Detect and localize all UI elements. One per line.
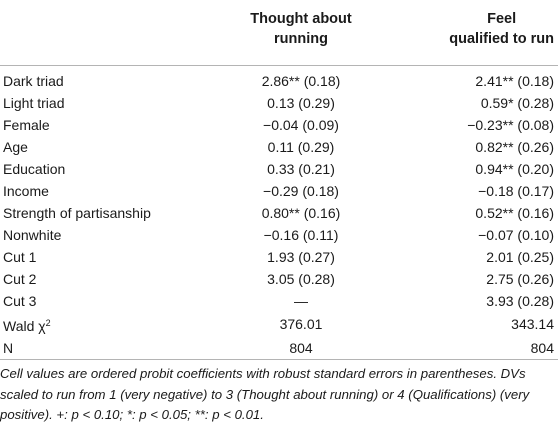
row-value-qualified: 3.93 (0.28)	[486, 292, 554, 309]
row-value-thought: −0.04 (0.09)	[263, 116, 339, 133]
row-value-qualified: 0.52** (0.16)	[475, 204, 554, 221]
header-thought-about-running: Thought about running	[215, 0, 387, 65]
table-row: Age 0.11 (0.29) 0.82** (0.26)	[0, 136, 558, 158]
row-label: Age	[3, 138, 28, 155]
row-label: Cut 1	[3, 248, 37, 265]
row-label: Light triad	[3, 94, 65, 111]
table-row: Cut 2 3.05 (0.28) 2.75 (0.26)	[0, 268, 558, 290]
row-label: Female	[3, 116, 50, 133]
row-label-wald: Wald χ2	[0, 312, 215, 337]
table-row: Female −0.04 (0.09) −0.23** (0.08)	[0, 114, 558, 136]
row-label: Dark triad	[3, 72, 64, 89]
row-value-thought: 0.11 (0.29)	[267, 138, 335, 155]
header-col1-line2: running	[274, 31, 328, 47]
row-label: Strength of partisanship	[3, 204, 151, 221]
row-value-thought: 2.86** (0.18)	[261, 72, 341, 89]
row-value-thought: −0.16 (0.11)	[263, 226, 339, 243]
row-value-thought: 0.33 (0.21)	[267, 160, 335, 177]
row-value-qualified: 0.94** (0.20)	[475, 160, 554, 177]
row-value-thought: 804	[289, 339, 313, 356]
table-footnote: Cell values are ordered probit coefficie…	[0, 366, 530, 422]
table-row: Cut 3 — 3.93 (0.28)	[0, 290, 558, 312]
table-row: N 804 804	[0, 337, 558, 359]
row-label: Nonwhite	[3, 226, 62, 243]
row-value-thought: 3.05 (0.28)	[267, 270, 335, 287]
wald-superscript: 2	[45, 317, 51, 328]
header-blank-cell	[0, 0, 215, 65]
row-value-thought: 376.01	[279, 316, 323, 332]
results-table: Thought about running Feel qualified to …	[0, 0, 558, 359]
header-col2-block: Feel qualified to run	[449, 9, 554, 49]
header-col2-line1: Feel	[487, 11, 517, 27]
row-value-thought: −0.29 (0.18)	[263, 182, 339, 199]
row-value-qualified: 0.59* (0.28)	[480, 94, 554, 111]
row-value-qualified: 0.82** (0.26)	[475, 138, 554, 155]
header-feel-qualified: Feel qualified to run	[387, 0, 558, 65]
table-row: Education 0.33 (0.21) 0.94** (0.20)	[0, 158, 558, 180]
row-value-thought: —	[294, 292, 308, 309]
row-value-thought: 0.13 (0.29)	[267, 94, 335, 111]
row-value-thought: 1.93 (0.27)	[267, 248, 335, 265]
row-value-qualified: −0.07 (0.10)	[478, 226, 554, 243]
table-row: Dark triad 2.86** (0.18) 2.41** (0.18)	[0, 70, 558, 92]
row-value-qualified: −0.18 (0.17)	[478, 182, 554, 199]
row-label: Income	[3, 182, 49, 199]
wald-label-text: Wald χ	[3, 317, 46, 334]
table-row: Nonwhite −0.16 (0.11) −0.07 (0.10)	[0, 224, 558, 246]
row-value-qualified: 2.41** (0.18)	[475, 72, 554, 89]
row-value-thought: 0.80** (0.16)	[261, 204, 341, 221]
row-value-qualified: −0.23** (0.08)	[467, 116, 554, 133]
row-label: Cut 2	[3, 270, 37, 287]
row-value-qualified: 2.75 (0.26)	[486, 270, 554, 287]
header-col2-line2: qualified to run	[449, 31, 554, 47]
row-value-qualified: 2.01 (0.25)	[486, 248, 554, 265]
row-value-qualified: 804	[530, 339, 554, 356]
table-row: Wald χ2 376.01 343.14	[0, 312, 558, 337]
table-row: Strength of partisanship 0.80** (0.16) 0…	[0, 202, 558, 224]
header-col1-line1: Thought about	[250, 11, 352, 27]
row-label: Education	[3, 160, 66, 177]
table-row: Cut 1 1.93 (0.27) 2.01 (0.25)	[0, 246, 558, 268]
row-label: Cut 3	[3, 292, 37, 309]
row-label: N	[3, 339, 14, 356]
table-row: Light triad 0.13 (0.29) 0.59* (0.28)	[0, 92, 558, 114]
row-value-qualified: 343.14	[511, 316, 554, 332]
table-row: Income −0.29 (0.18) −0.18 (0.17)	[0, 180, 558, 202]
table-header-row: Thought about running Feel qualified to …	[0, 0, 558, 65]
